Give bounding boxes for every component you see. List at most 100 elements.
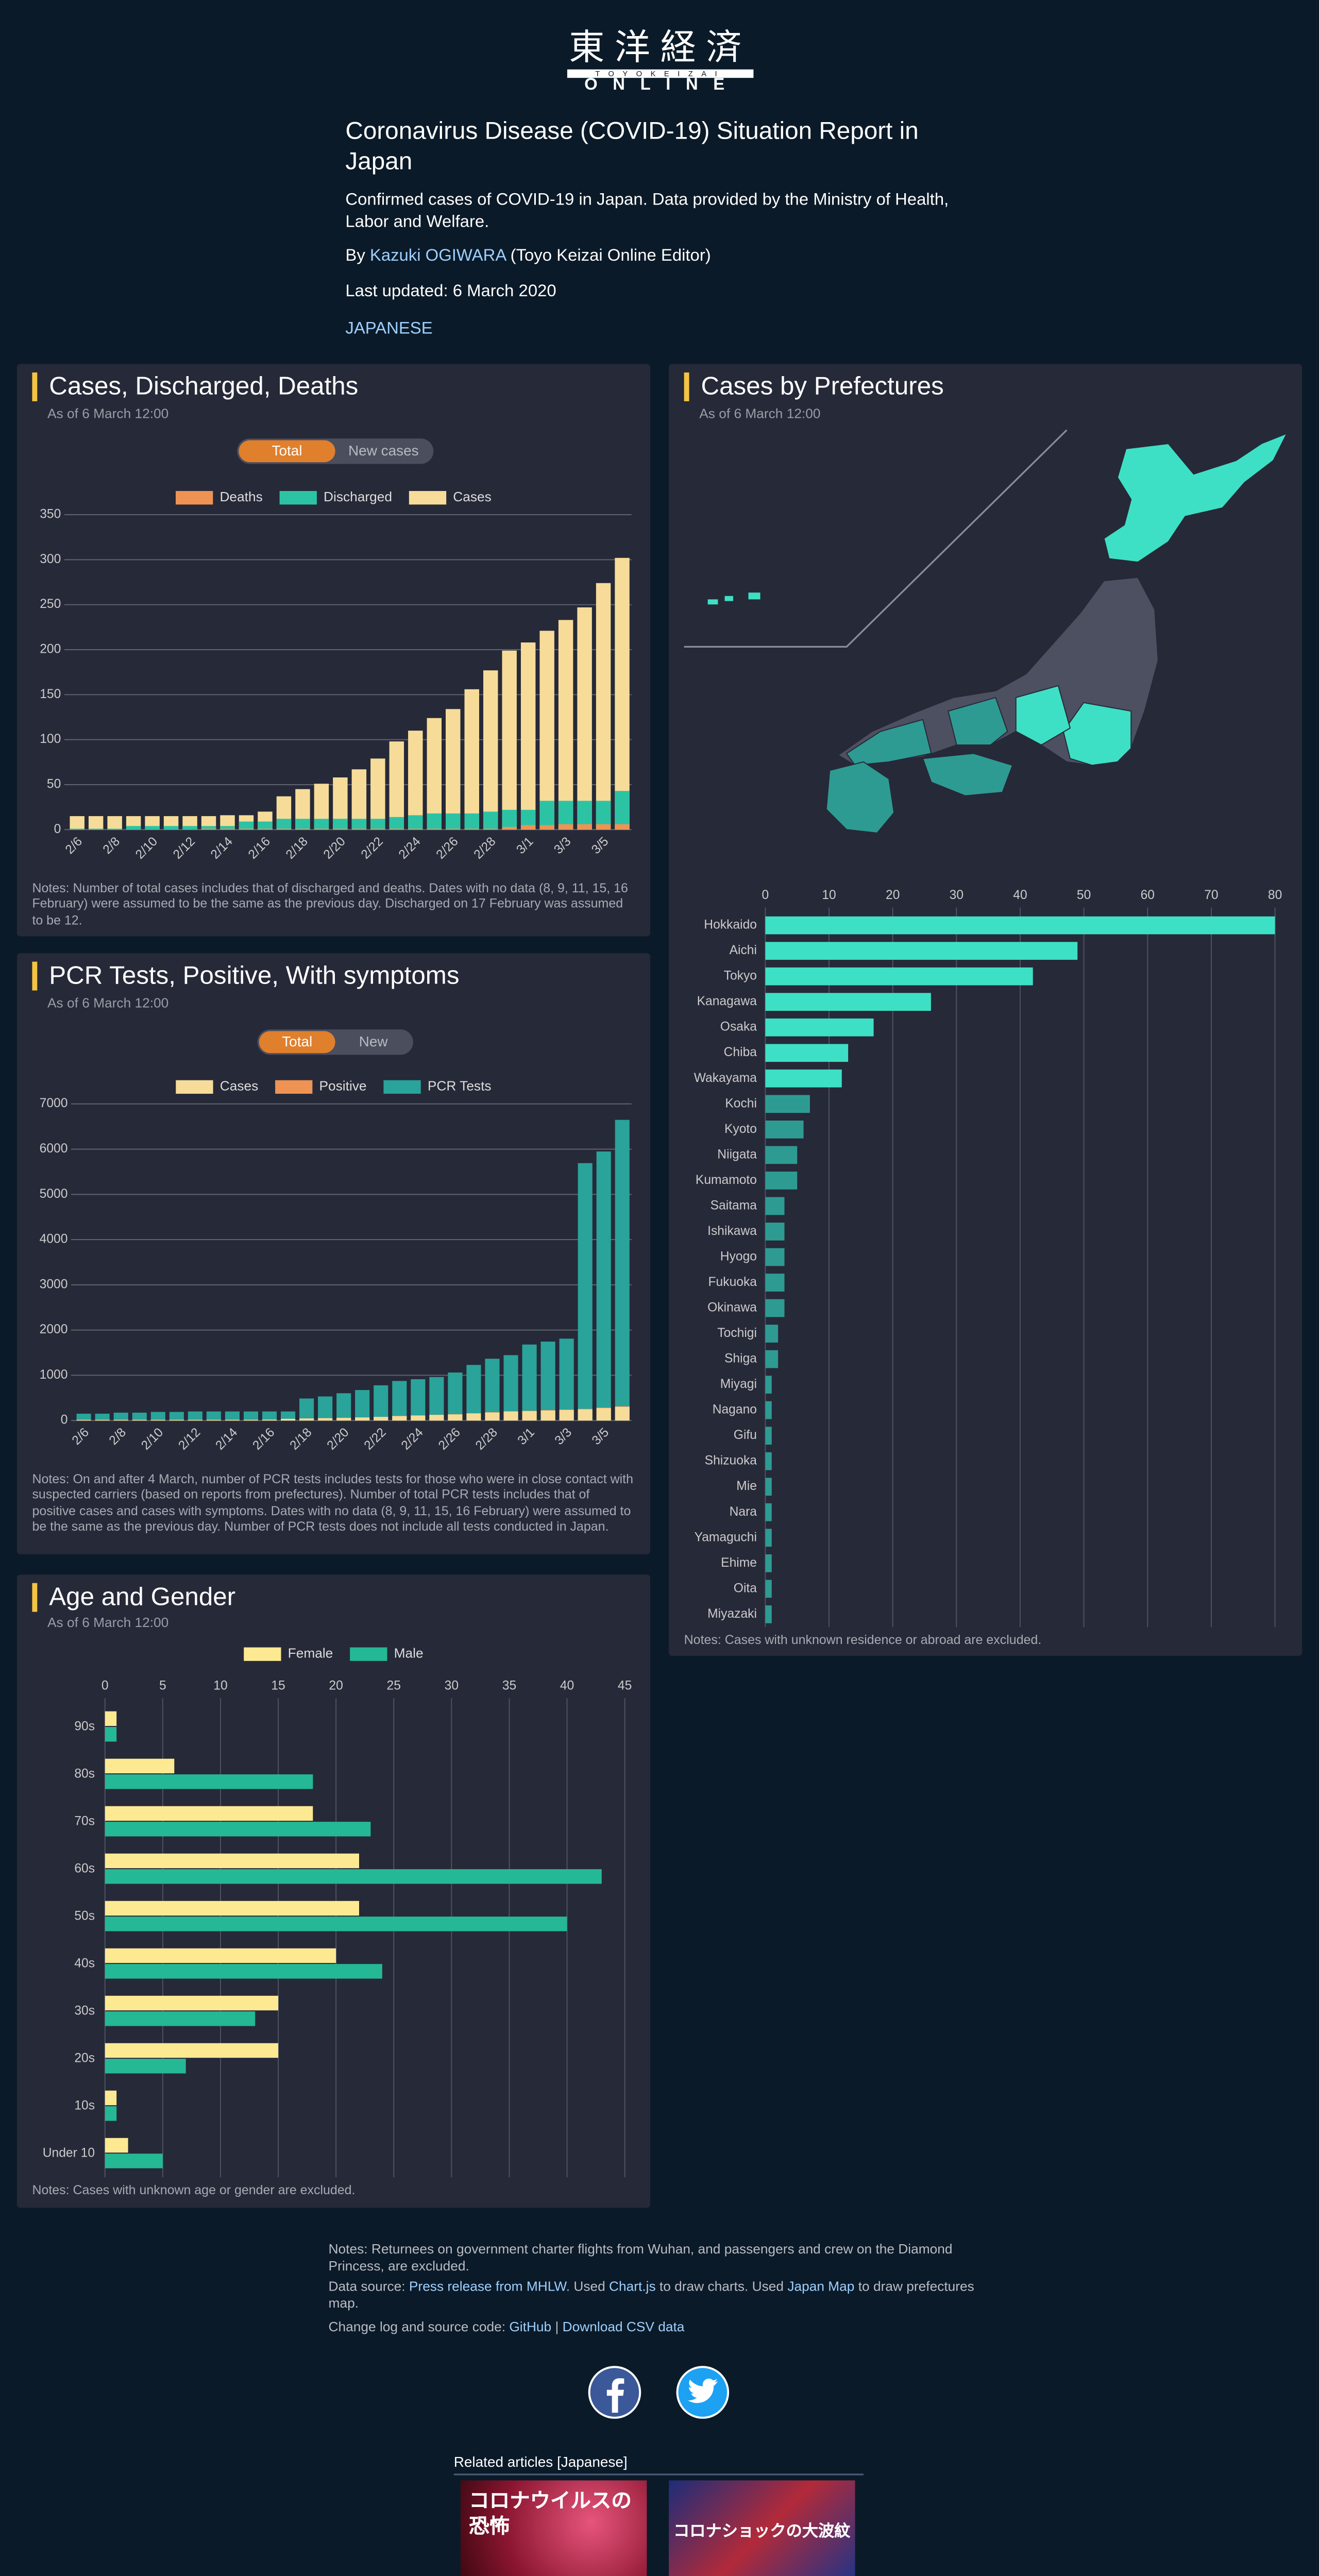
bar [765,1044,849,1062]
bar [446,828,461,830]
bar [169,1412,184,1421]
y-tick-label: 10s [74,2099,95,2113]
y-tick-label: Tochigi [717,1326,757,1340]
bar [105,2154,163,2168]
y-tick-label: 5000 [40,1187,68,1201]
link[interactable]: Japan Map [787,2279,855,2294]
y-tick-label: 250 [40,597,61,611]
bar [615,791,630,830]
bar [615,1406,630,1421]
bar [765,1350,779,1368]
x-tick-label: 80 [1268,888,1282,902]
y-tick-label: 300 [40,552,61,566]
bar [483,828,498,830]
bar [429,1377,444,1421]
y-tick-label: Okinawa [707,1301,757,1315]
y-tick-label: Wakayama [694,1071,757,1085]
bar [258,828,273,830]
y-tick-label: 50s [74,1909,95,1923]
bar [374,1417,388,1421]
facebook-icon[interactable] [588,2366,641,2419]
toggle[interactable]: Total New [257,1029,413,1055]
bar [765,1223,785,1241]
bar [336,1393,351,1421]
y-tick-label: Saitama [711,1198,757,1212]
x-tick-label: 2/6 [63,835,85,857]
logo[interactable]: 東洋経済 [569,27,752,68]
bar [448,1414,463,1421]
x-tick-label: 20 [329,1679,343,1693]
y-tick-label: Kyoto [724,1122,757,1136]
author-link[interactable]: Kazuki OGIWARA [369,247,506,266]
bar [765,1452,772,1470]
footer-changelog: Change log and source code: GitHub | Dow… [329,2319,992,2336]
map-kyushu [825,761,895,834]
x-tick-label: 3/1 [515,1426,537,1448]
panel-title: Cases, Discharged, Deaths [32,372,358,401]
y-tick-label: 60s [74,1862,95,1876]
map-okinawa [724,596,733,601]
bar [374,1385,388,1421]
language-link[interactable]: JAPANESE [345,320,433,339]
bar [596,583,611,830]
bar [558,620,573,830]
toggle-option[interactable]: New [359,1032,388,1050]
x-tick-label: 2/10 [139,1426,166,1453]
article-card[interactable]: コロナショックの大波紋 [669,2480,855,2576]
x-tick-label: 0 [102,1679,109,1693]
link[interactable]: Chart.js [609,2279,656,2294]
toggle[interactable]: Total New cases [237,438,434,464]
link[interactable]: Download CSV data [562,2319,685,2335]
byline-text: (Toyo Keizai Online Editor) [505,247,711,266]
bar [464,813,479,830]
y-tick-label: Mie [736,1479,757,1493]
japan-map [684,429,1288,834]
byline: By Kazuki OGIWARA (Toyo Keizai Online Ed… [345,247,989,266]
bar [370,758,385,830]
bar [483,811,498,830]
bar [262,1411,277,1421]
bar [765,1018,874,1037]
logo-sub: TOYOKEIZAI [567,69,754,78]
link[interactable]: GitHub [509,2319,552,2335]
link[interactable]: Press release from MHLW [409,2279,566,2294]
bar [577,824,592,830]
x-tick-label: 70 [1204,888,1218,902]
toggle-option[interactable]: Total [259,1031,335,1054]
bar [578,1163,593,1421]
twitter-icon[interactable] [676,2366,730,2419]
x-tick-label: 0 [762,888,769,902]
page-title: Coronavirus Disease (COVID-19) Situation… [345,118,919,176]
x-tick-label: 30 [445,1679,459,1693]
icon-glyph[interactable] [606,2378,624,2413]
byline-text: By [345,247,370,266]
bar [411,1415,426,1421]
x-tick-label: 2/22 [362,1426,389,1453]
y-tick-label: 20s [74,2052,95,2065]
map-hokkaido [1103,432,1288,563]
bar [389,817,404,830]
bar [182,826,197,830]
toggle-option[interactable]: Total [239,440,335,463]
x-tick-label: 2/14 [208,835,235,862]
bar [596,1151,611,1421]
icon-glyph[interactable] [687,2378,718,2403]
panel-title: Cases by Prefectures [684,372,944,401]
bar [276,819,292,830]
text: to draw prefectures map. [328,2279,974,2311]
y-tick-label: Miyazaki [707,1607,757,1621]
x-tick-label: 45 [618,1679,632,1693]
map-region [845,719,932,766]
panel-subtitle: As of 6 March 12:00 [699,406,821,422]
logo-online: ONLINE [584,76,740,95]
bar [466,1413,481,1421]
legend-label: Female [288,1646,333,1661]
x-tick-label: 2/12 [171,835,198,862]
y-tick-label: 80s [74,1767,95,1781]
y-tick-label: Kumamoto [696,1173,757,1187]
bar [389,741,404,830]
y-tick-label: Miyagi [720,1377,757,1391]
bar [105,2043,279,2058]
article-card[interactable]: コロナウイルスの恐怖 [460,2480,647,2576]
toggle-option[interactable]: New cases [348,442,419,459]
